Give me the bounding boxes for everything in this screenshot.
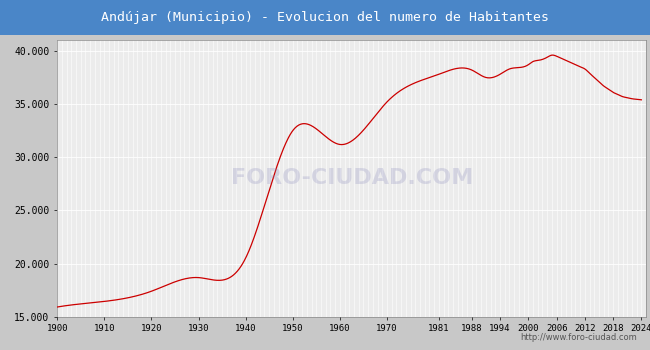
- Text: Andújar (Municipio) - Evolucion del numero de Habitantes: Andújar (Municipio) - Evolucion del nume…: [101, 11, 549, 24]
- Text: FORO-CIUDAD.COM: FORO-CIUDAD.COM: [231, 168, 473, 189]
- Text: http://www.foro-ciudad.com: http://www.foro-ciudad.com: [520, 333, 637, 342]
